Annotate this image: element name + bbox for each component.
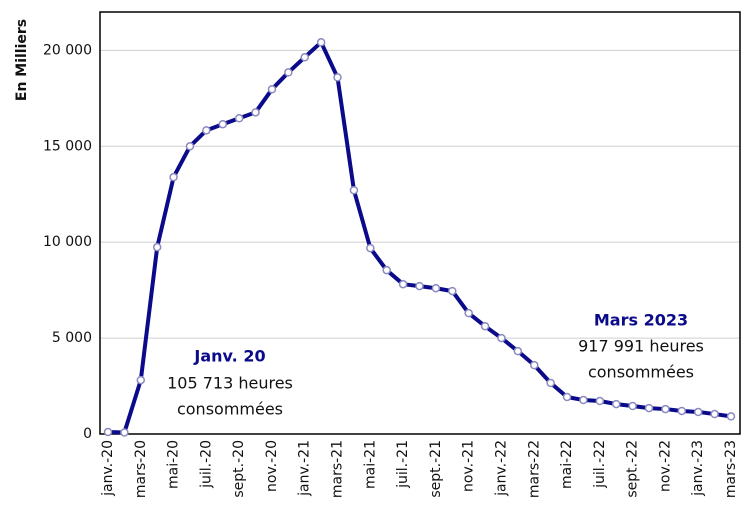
point — [349, 185, 359, 195]
point — [234, 114, 244, 123]
annotation-text: 105 713 heures — [167, 374, 293, 393]
point — [382, 265, 391, 275]
point — [136, 375, 146, 385]
y-tick-label: 10 000 — [43, 234, 92, 250]
x-tick-label: mai-22 — [559, 440, 575, 489]
point — [611, 399, 621, 409]
point — [251, 108, 260, 117]
x-tick-label: janv.-21 — [297, 440, 313, 497]
point — [366, 243, 375, 253]
point — [185, 142, 195, 151]
point — [497, 333, 506, 343]
x-tick-label: sept.-20 — [231, 440, 247, 498]
point — [218, 119, 228, 129]
x-tick-label: mars-21 — [330, 440, 346, 498]
point — [152, 242, 162, 252]
point — [464, 308, 473, 318]
y-tick-label: 5 000 — [52, 330, 92, 346]
x-tick-label: mars-22 — [526, 440, 542, 498]
y-tick-label: 20 000 — [43, 42, 92, 58]
x-tick-label: janv.-22 — [493, 440, 509, 497]
point — [579, 395, 588, 405]
point — [169, 172, 178, 182]
point — [726, 412, 736, 421]
point — [267, 85, 277, 94]
x-tick-label: nov.-21 — [461, 440, 477, 492]
point — [710, 409, 719, 419]
point — [120, 428, 129, 437]
plot-frame — [99, 11, 741, 435]
point — [103, 427, 113, 437]
point — [284, 68, 293, 77]
point — [562, 392, 572, 402]
point — [480, 321, 490, 331]
point — [693, 407, 703, 417]
x-tick-label: mai-20 — [166, 440, 182, 489]
x-tick-label: sept.-21 — [428, 440, 444, 498]
point — [202, 126, 211, 135]
annotation-text: consommées — [177, 400, 283, 419]
point — [300, 53, 309, 62]
y-tick-label: 0 — [83, 426, 92, 442]
point — [513, 346, 523, 356]
annotation-title: Mars 2023 — [594, 311, 688, 330]
point — [333, 73, 342, 82]
y-axis-label: En Milliers — [14, 19, 30, 101]
x-tick-label: janv.-20 — [100, 440, 116, 497]
point — [415, 281, 424, 291]
x-tick-label: nov.-20 — [264, 440, 280, 492]
annotation-text: 917 991 heures — [578, 337, 704, 356]
annotation: Janv. 20 105 713 heures consommées Mars … — [167, 311, 704, 419]
x-tick-label: mai-21 — [362, 440, 378, 489]
annotation-text: consommées — [588, 363, 694, 382]
point — [448, 286, 457, 296]
x-tick-label: juil.-20 — [198, 440, 214, 489]
point — [546, 378, 555, 388]
x-tick-label: juil.-22 — [592, 440, 608, 489]
point — [677, 406, 687, 416]
point — [661, 404, 670, 414]
x-tick-label: mars-20 — [133, 440, 149, 498]
x-tick-label: nov.-22 — [657, 440, 673, 492]
point — [316, 38, 326, 47]
point — [431, 283, 441, 293]
annotation-title: Janv. 20 — [193, 347, 265, 366]
y-tick-label: 15 000 — [43, 138, 92, 154]
point — [628, 401, 637, 411]
x-tick-label: juil.-21 — [395, 440, 411, 489]
x-tick-label: sept.-22 — [625, 440, 641, 498]
x-tick-label: janv.-23 — [690, 440, 706, 497]
x-tick-label: mars-23 — [723, 440, 739, 498]
point — [595, 396, 605, 406]
point — [644, 403, 654, 413]
point — [398, 279, 408, 289]
point — [530, 360, 539, 370]
